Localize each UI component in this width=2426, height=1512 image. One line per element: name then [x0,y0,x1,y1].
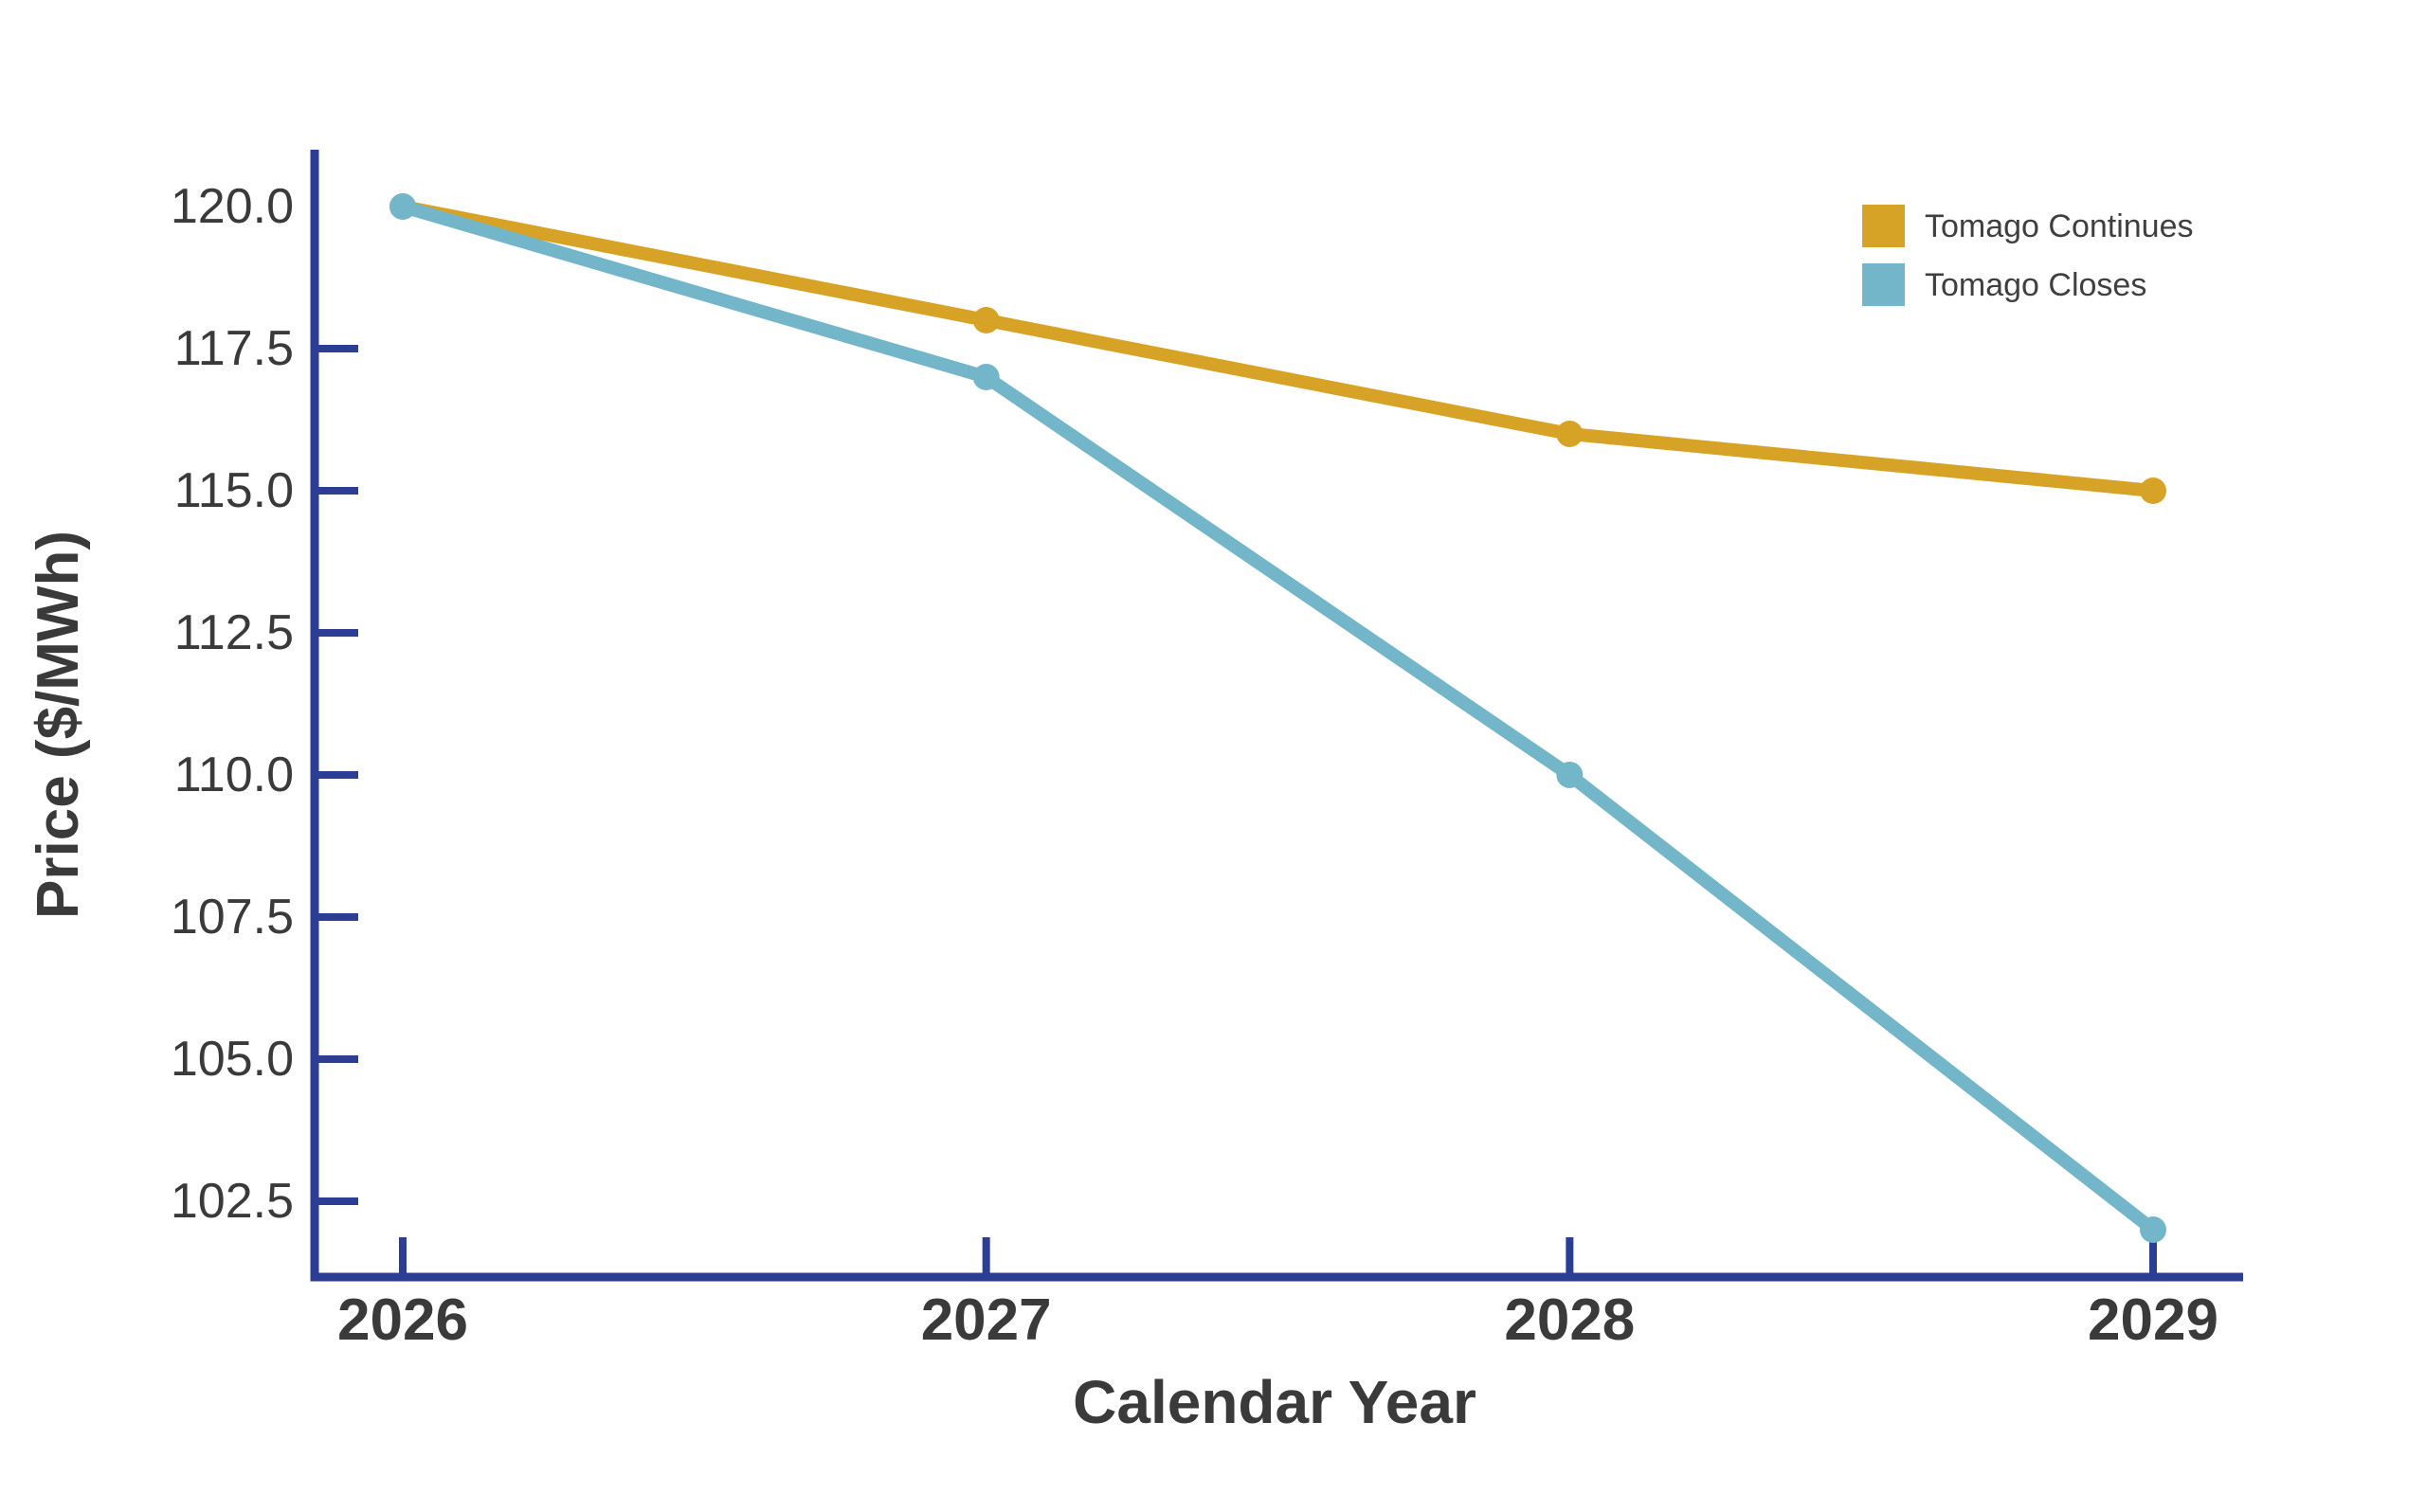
x-axis-title: Calendar Year [1073,1368,1476,1436]
data-point-tomago-continues [1556,421,1584,447]
data-point-tomago-closes [2140,1216,2167,1243]
y-tick-label: 112.5 [174,605,294,660]
data-point-tomago-continues [972,307,1000,333]
x-tick-label: 2029 [2088,1287,2218,1353]
legend-label-tomago-closes: Tomago Closes [1925,267,2146,303]
data-point-tomago-continues [2140,477,2167,504]
legend-label-tomago-continues: Tomago Continues [1925,208,2194,244]
x-tick-label: 2028 [1504,1287,1635,1353]
y-tick-label: 102.5 [171,1174,294,1229]
data-point-tomago-closes [1556,762,1584,788]
y-axis-title: Price ($/MWh) [26,531,91,919]
x-tick-label: 2026 [337,1287,468,1353]
legend-swatch-tomago-closes [1862,263,1905,306]
y-tick-label: 107.5 [171,890,294,945]
y-tick-label: 117.5 [174,321,294,376]
y-tick-label: 115.0 [174,463,294,518]
series-line-tomago-continues [396,200,2161,497]
data-point-tomago-closes [389,193,416,220]
data-point-tomago-closes [972,364,1000,390]
y-tick-label: 105.0 [171,1032,294,1087]
x-tick-label: 2027 [921,1287,1052,1353]
y-tick-label: 110.0 [174,747,294,802]
legend-swatch-tomago-continues [1862,205,1905,247]
series-line-tomago-closes [396,200,2161,1236]
y-tick-label: 120.0 [171,179,294,234]
